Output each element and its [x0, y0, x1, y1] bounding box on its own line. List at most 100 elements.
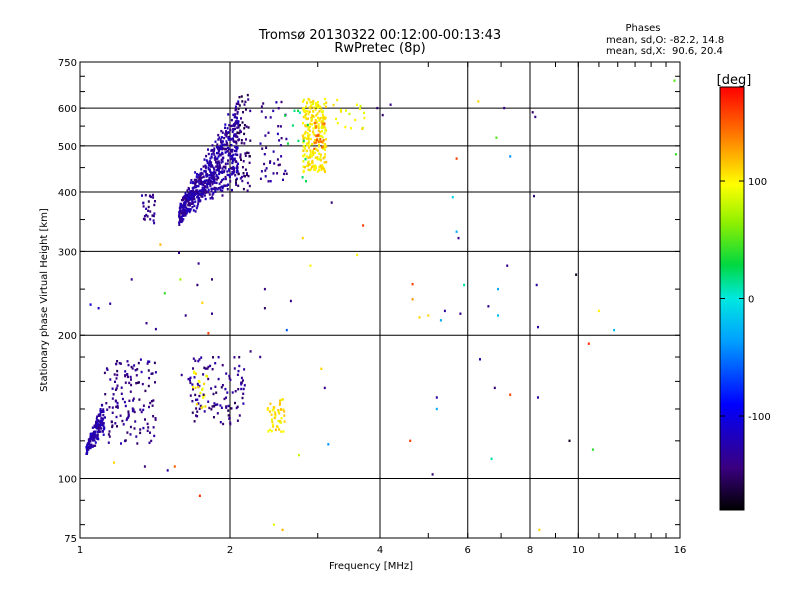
data-point: [207, 400, 210, 403]
data-point: [325, 145, 328, 148]
data-point: [280, 155, 283, 158]
data-point: [276, 158, 279, 161]
data-point: [200, 356, 203, 359]
data-point: [109, 378, 112, 381]
data-point: [139, 358, 142, 361]
data-point: [132, 397, 135, 400]
data-point: [140, 370, 143, 374]
data-point: [121, 397, 124, 401]
data-point: [234, 133, 237, 136]
data-point: [202, 373, 205, 376]
data-point: [312, 164, 315, 167]
data-point: [277, 419, 280, 423]
data-point: [245, 108, 247, 111]
data-point: [376, 106, 379, 110]
data-point: [142, 217, 145, 221]
data-point: [220, 185, 223, 188]
data-point: [221, 194, 224, 197]
data-point: [301, 134, 304, 137]
data-point: [307, 117, 310, 120]
data-point: [227, 183, 230, 186]
data-point: [230, 407, 233, 410]
data-point: [204, 164, 207, 167]
data-point: [91, 426, 94, 429]
data-point: [206, 161, 209, 165]
data-point: [197, 176, 200, 179]
data-point: [194, 359, 197, 362]
data-point: [309, 154, 312, 157]
data-point: [240, 141, 243, 145]
data-point: [225, 406, 228, 409]
data-point: [229, 421, 232, 424]
data-point: [273, 162, 276, 165]
data-point: [201, 195, 204, 198]
data-point: [192, 357, 195, 360]
data-point: [309, 156, 312, 159]
data-point: [192, 191, 195, 194]
data-point: [302, 165, 305, 168]
data-point: [235, 102, 238, 105]
data-point: [222, 147, 225, 150]
data-point: [362, 224, 365, 227]
data-point: [236, 135, 239, 139]
data-point: [154, 200, 156, 203]
data-point: [240, 387, 243, 391]
data-point: [233, 134, 235, 137]
data-point: [196, 173, 198, 176]
data-point: [240, 175, 243, 179]
data-point: [195, 185, 198, 188]
data-point: [211, 148, 214, 152]
data-point: [411, 283, 414, 286]
data-point: [270, 418, 273, 421]
data-point: [149, 431, 151, 434]
data-point: [148, 360, 151, 363]
data-point: [241, 179, 244, 183]
data-point: [152, 214, 155, 218]
data-point: [306, 125, 309, 128]
data-point: [321, 146, 323, 149]
data-point: [232, 158, 235, 161]
data-point: [533, 194, 535, 198]
data-point: [195, 190, 198, 193]
data-point: [139, 428, 142, 431]
data-point: [271, 420, 274, 423]
data-point: [189, 379, 191, 382]
data-point: [204, 189, 207, 192]
data-point: [285, 172, 288, 175]
data-point: [309, 101, 312, 104]
data-point: [320, 134, 323, 138]
data-point: [114, 400, 117, 403]
data-point: [216, 162, 219, 165]
data-point: [187, 207, 190, 211]
data-point: [97, 307, 100, 310]
data-point: [110, 420, 113, 423]
data-point: [232, 129, 235, 132]
data-point: [318, 152, 321, 155]
data-point: [268, 428, 271, 431]
data-point: [184, 200, 187, 203]
data-point: [202, 396, 205, 399]
data-point: [314, 156, 317, 159]
data-point: [318, 110, 321, 113]
data-point: [316, 112, 319, 115]
data-point: [279, 420, 282, 423]
data-point: [306, 123, 309, 127]
data-point: [211, 278, 213, 281]
data-point: [220, 146, 223, 149]
data-point: [308, 146, 311, 149]
data-point: [236, 419, 239, 422]
data-point: [192, 195, 195, 198]
data-point: [303, 154, 306, 157]
data-point: [234, 149, 236, 153]
data-point: [216, 151, 218, 155]
data-point: [147, 360, 150, 363]
data-point: [135, 374, 138, 377]
data-point: [243, 132, 246, 136]
data-point: [315, 141, 318, 144]
data-point: [224, 184, 227, 187]
data-point: [221, 151, 224, 155]
data-point: [195, 407, 198, 410]
data-point: [198, 394, 201, 398]
data-point: [307, 160, 310, 163]
data-point: [119, 362, 122, 365]
